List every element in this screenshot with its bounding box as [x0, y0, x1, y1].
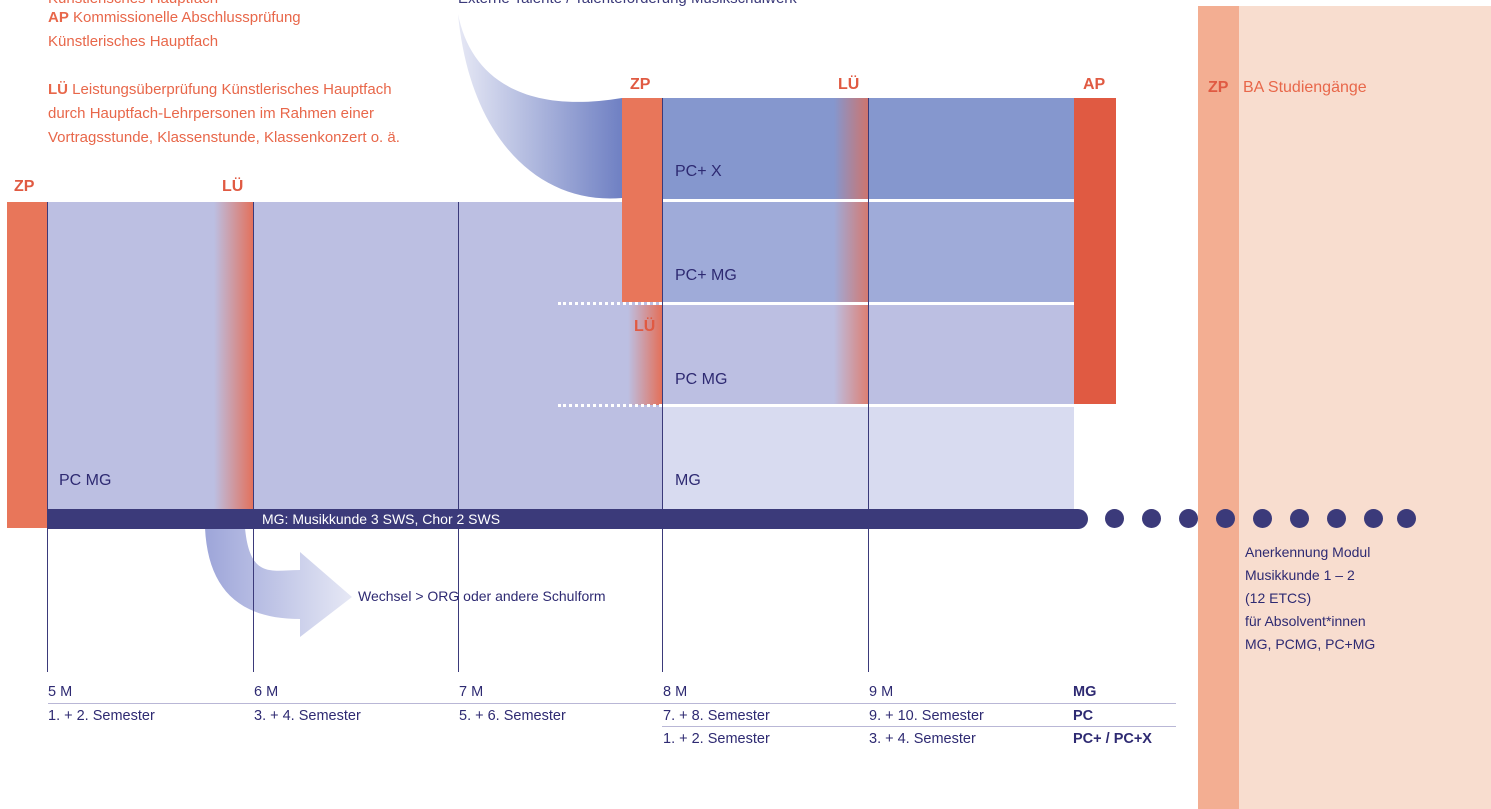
dot-6	[1290, 509, 1309, 528]
marker-lu-small: LÜ	[634, 318, 656, 335]
axis-level-5m: 5 M	[48, 684, 73, 700]
dot-2	[1142, 509, 1161, 528]
legend-ap: AP Kommissionelle Abschlussprüfung	[48, 6, 301, 30]
marker-zp-mid: ZP	[630, 76, 651, 93]
ba-note-line: MG, PCMG, PC+MG	[1245, 636, 1376, 652]
axis-row-pcplus: PC+ / PC+X	[1073, 731, 1152, 747]
legend-lu-text2: durch Hauptfach-Lehrpersonen im Rahmen e…	[48, 105, 375, 122]
axis-semester-plus: 3. + 4. Semester	[869, 731, 976, 747]
marker-zp-left: ZP	[14, 178, 35, 195]
ba-zp-bar	[1198, 6, 1239, 809]
legend-lu-abbr: LÜ	[48, 81, 68, 98]
dot-1	[1105, 509, 1124, 528]
axis-row-pc: PC	[1073, 708, 1094, 724]
switch-school-arrow	[205, 528, 352, 637]
axis-semester: 7. + 8. Semester	[663, 708, 770, 724]
legend-lu: LÜ Leistungsüberprüfung Künstlerisches H…	[48, 78, 392, 102]
legend-ap-abbr: AP	[48, 9, 69, 26]
dotted-leader-2	[558, 404, 662, 407]
dot-5	[1253, 509, 1272, 528]
lu-stripe-left	[214, 202, 254, 528]
tick-line-8m	[662, 98, 663, 672]
tick-line-7m	[458, 202, 459, 672]
ap-bar	[1074, 98, 1116, 404]
mg-band	[48, 509, 1088, 529]
ba-title: BA Studiengänge	[1243, 79, 1367, 96]
axis-level-8m: 8 M	[663, 684, 688, 700]
marker-lu-top: LÜ	[838, 76, 860, 93]
dot-8	[1364, 509, 1383, 528]
axis-semester: 9. + 10. Semester	[869, 708, 984, 724]
mg-band-label: MG: Musikkunde 3 SWS, Chor 2 SWS	[262, 511, 501, 527]
wechsel-label: Wechsel > ORG oder andere Schulform	[358, 588, 606, 604]
ba-column	[1198, 6, 1491, 809]
axis-row-mg: MG	[1073, 684, 1097, 700]
zp-bar-mid	[622, 98, 662, 302]
tick-line-9m	[868, 98, 869, 672]
axis-semester: 5. + 6. Semester	[459, 708, 566, 724]
external-label: Externe Talente / Talenteförderung Musik…	[458, 0, 797, 11]
dot-7	[1327, 509, 1346, 528]
legend-ap-text: Kommissionelle Abschlussprüfung	[73, 9, 301, 26]
ba-note-line: für Absolvent*innen	[1245, 613, 1366, 629]
tick-line-5m	[47, 202, 48, 672]
axis-semester: 3. + 4. Semester	[254, 708, 361, 724]
legend-ap-text2: Künstlerisches Hauptfach	[48, 33, 219, 50]
ba-note-line: Musikkunde 1 – 2	[1245, 567, 1355, 583]
legend-line0: Künstlerisches Hauptfach	[48, 0, 218, 11]
axis-level-9m: 9 M	[869, 684, 894, 700]
ba-note-line: Anerkennung Modul	[1245, 544, 1371, 560]
tick-line-6m	[253, 202, 254, 672]
cell-pcmg-left: PC MG	[59, 472, 112, 489]
dotted-leader-1	[558, 302, 662, 305]
axis-semester-plus: 1. + 2. Semester	[663, 731, 770, 747]
axis-rule-2	[662, 726, 1176, 727]
cell-mg: MG	[675, 472, 701, 489]
marker-ap: AP	[1083, 76, 1106, 93]
cell-pcmg: PC MG	[675, 371, 728, 388]
dot-9	[1397, 509, 1416, 528]
marker-lu-left: LÜ	[222, 178, 244, 195]
ba-note-line: (12 ETCS)	[1245, 590, 1312, 606]
lu-stripe-small	[628, 305, 662, 405]
lu-stripe-top	[834, 98, 869, 404]
band-pcmg-long	[48, 202, 662, 528]
cell-pcmg-plus: PC+ MG	[675, 267, 737, 284]
dot-3	[1179, 509, 1198, 528]
legend-lu-text: Leistungsüberprüfung Künstlerisches Haup…	[72, 81, 392, 98]
ba-note: Anerkennung Modul Musikkunde 1 – 2 (12 E…	[1245, 541, 1375, 656]
legend-lu-text3: Vortragsstunde, Klassenstunde, Klassenko…	[48, 129, 400, 146]
axis-level-7m: 7 M	[459, 684, 484, 700]
zp-bar-left	[7, 202, 48, 528]
external-talent-arrow	[458, 14, 622, 199]
axis-level-6m: 6 M	[254, 684, 279, 700]
axis-semester: 1. + 2. Semester	[48, 708, 155, 724]
cell-pcx: PC+ X	[675, 163, 722, 180]
marker-zp-ba: ZP	[1208, 79, 1229, 96]
dot-4	[1216, 509, 1235, 528]
axis-rule-1	[48, 703, 1176, 704]
